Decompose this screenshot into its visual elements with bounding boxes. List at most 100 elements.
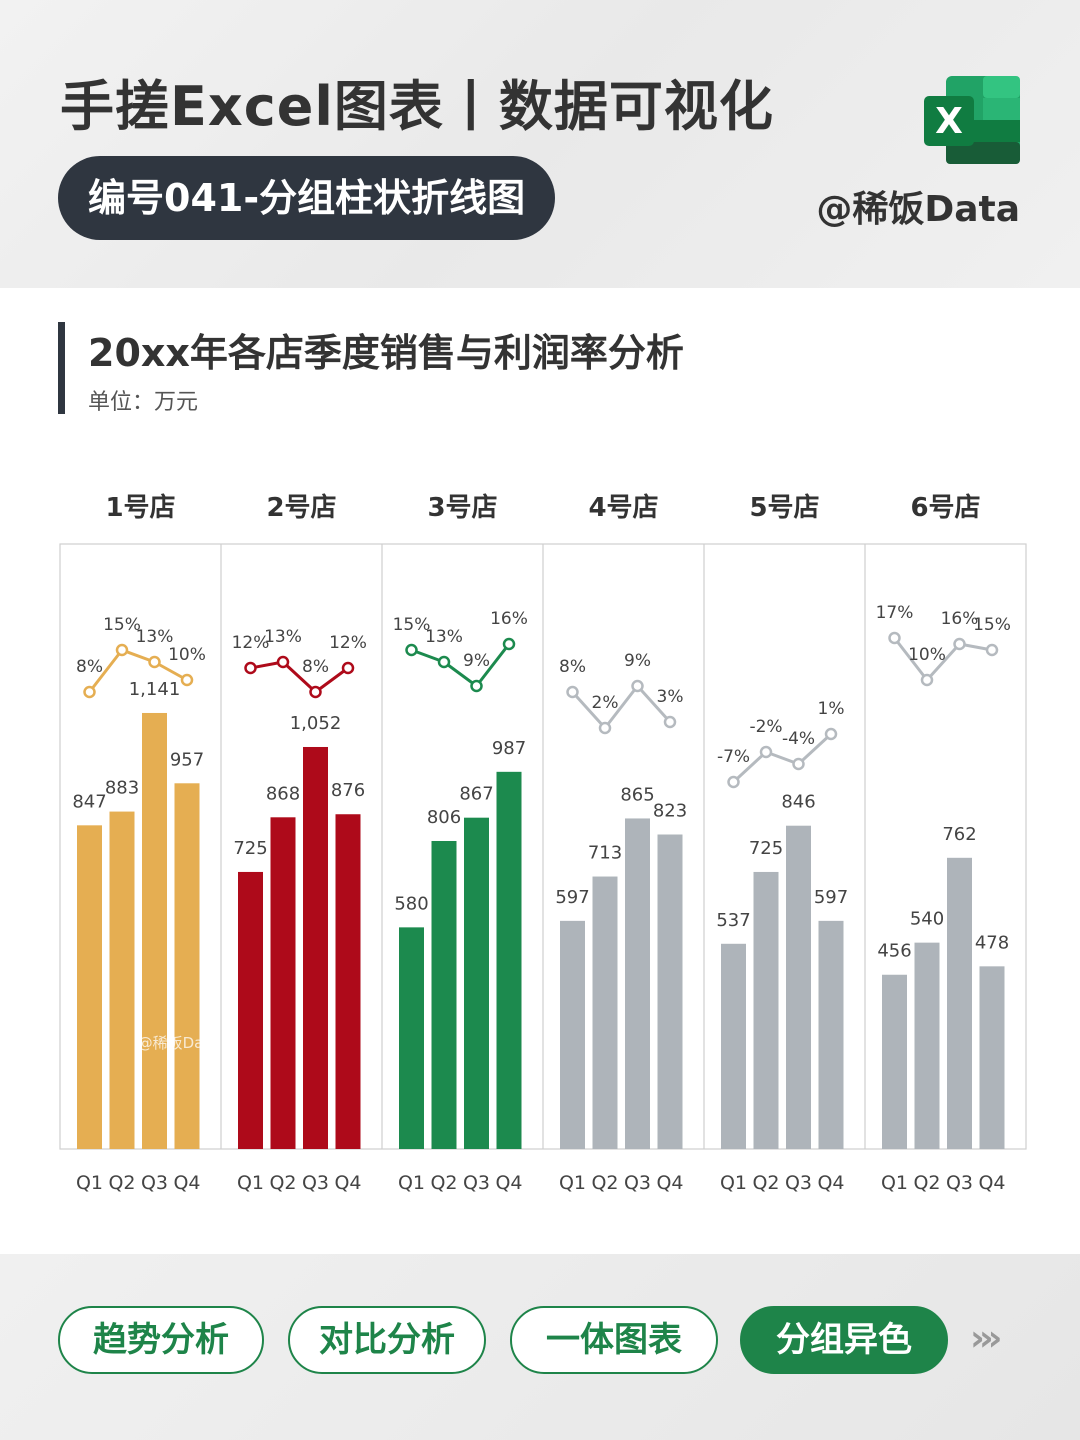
sales-bar — [818, 920, 844, 1149]
sales-data-label: 876 — [331, 780, 365, 801]
x-tick-label: Q4 — [173, 1172, 200, 1194]
x-tick-label: Q3 — [785, 1172, 812, 1194]
margin-data-label: 9% — [624, 651, 651, 671]
margin-data-label: 16% — [490, 609, 528, 629]
margin-data-label: 10% — [168, 645, 206, 665]
chart-unit: 单位：万元 — [88, 390, 199, 415]
store-label: 2号店 — [266, 493, 336, 523]
sales-bar — [399, 927, 424, 1149]
margin-data-label: 15% — [393, 615, 431, 635]
store-label: 3号店 — [427, 493, 497, 523]
margin-point — [566, 685, 579, 699]
x-tick-label: Q4 — [978, 1172, 1005, 1194]
sales-bar — [979, 966, 1005, 1149]
sales-data-label: 725 — [749, 838, 783, 859]
sales-bar — [270, 817, 296, 1149]
margin-data-label: 1% — [818, 699, 845, 719]
margin-data-label: 13% — [425, 627, 463, 647]
x-tick-label: Q4 — [656, 1172, 683, 1194]
margin-data-label: 12% — [232, 633, 270, 653]
grouped-bar-line-chart: 1号店847Q1883Q21,141Q3957Q48%15%13%10%2号店7… — [59, 493, 1027, 1194]
margin-data-label: 15% — [973, 615, 1011, 635]
header-background — [0, 0, 1080, 288]
margin-line — [732, 732, 833, 784]
margin-data-label: 17% — [876, 603, 914, 623]
margin-point — [309, 685, 322, 699]
nav-integrated-chart[interactable]: 一体图表 — [510, 1306, 718, 1374]
x-tick-label: Q1 — [237, 1172, 264, 1194]
nav-comparison-analysis[interactable]: 对比分析 — [288, 1306, 486, 1374]
sales-bar — [496, 771, 522, 1149]
margin-data-label: 12% — [329, 633, 367, 653]
excel-icon: X — [924, 76, 1020, 164]
margin-point — [83, 685, 96, 699]
x-tick-label: Q2 — [591, 1172, 618, 1194]
sales-data-label: 957 — [170, 749, 204, 770]
margin-data-label: -7% — [717, 747, 750, 767]
margin-point — [470, 679, 483, 693]
margin-point — [341, 661, 355, 675]
sales-bar — [914, 942, 940, 1149]
margin-data-label: 3% — [657, 687, 684, 707]
sales-bar — [431, 840, 457, 1149]
margin-point — [824, 727, 838, 741]
margin-point — [759, 745, 773, 759]
x-tick-label: Q3 — [946, 1172, 973, 1194]
sales-bar — [947, 857, 972, 1149]
sales-data-label: 597 — [814, 887, 848, 908]
sales-data-label: 865 — [620, 784, 654, 805]
sales-data-label: 540 — [910, 909, 944, 930]
x-tick-label: Q2 — [752, 1172, 779, 1194]
sales-bar — [238, 871, 263, 1149]
sales-data-label: 847 — [72, 791, 106, 812]
sales-bar — [625, 818, 650, 1149]
x-tick-label: Q3 — [624, 1172, 651, 1194]
x-tick-label: Q2 — [108, 1172, 135, 1194]
nav-grouped-colors[interactable]: 分组异色 — [740, 1306, 948, 1374]
margin-line — [88, 648, 188, 693]
x-tick-label: Q1 — [881, 1172, 908, 1194]
sales-bar — [109, 811, 135, 1149]
triple-chevron-right-icon[interactable]: ››› — [970, 1318, 1002, 1359]
sales-data-label: 478 — [975, 932, 1009, 953]
sales-data-label: 580 — [394, 893, 428, 914]
x-tick-label: Q1 — [76, 1172, 103, 1194]
store-label: 6号店 — [910, 493, 980, 523]
excel-icon-letter: X — [935, 101, 963, 142]
margin-point — [598, 721, 612, 735]
sales-data-label: 846 — [781, 792, 815, 813]
sales-data-label: 987 — [492, 738, 526, 759]
margin-data-label: -2% — [749, 717, 782, 737]
sales-data-label: 1,141 — [129, 679, 181, 700]
x-tick-label: Q1 — [559, 1172, 586, 1194]
store-label: 4号店 — [588, 493, 658, 523]
store-label: 1号店 — [105, 493, 175, 523]
x-tick-label: Q2 — [430, 1172, 457, 1194]
margin-data-label: -4% — [782, 729, 815, 749]
sales-data-label: 868 — [266, 783, 300, 804]
margin-data-label: 16% — [941, 609, 979, 629]
x-tick-label: Q4 — [334, 1172, 361, 1194]
margin-data-label: 15% — [103, 615, 141, 635]
margin-point — [244, 661, 257, 675]
margin-line — [893, 637, 993, 682]
sales-data-label: 823 — [653, 800, 687, 821]
sales-bar — [142, 712, 167, 1149]
sales-bar — [721, 943, 746, 1149]
margin-point — [792, 757, 805, 771]
store-label: 5号店 — [749, 493, 819, 523]
margin-point — [502, 637, 516, 651]
margin-data-label: 8% — [559, 657, 586, 677]
chart-title: 20xx年各店季度销售与利润率分析 — [88, 331, 684, 375]
sales-bar — [657, 834, 683, 1149]
nav-trend-analysis[interactable]: 趋势分析 — [58, 1306, 264, 1374]
x-tick-label: Q3 — [141, 1172, 168, 1194]
margin-data-label: 13% — [264, 627, 302, 647]
sales-data-label: 537 — [716, 910, 750, 931]
margin-point — [953, 637, 966, 651]
margin-data-label: 2% — [592, 693, 619, 713]
sales-bar — [753, 871, 779, 1149]
title-accent-bar — [58, 322, 65, 414]
sales-data-label: 867 — [459, 784, 493, 805]
margin-point — [148, 655, 161, 669]
